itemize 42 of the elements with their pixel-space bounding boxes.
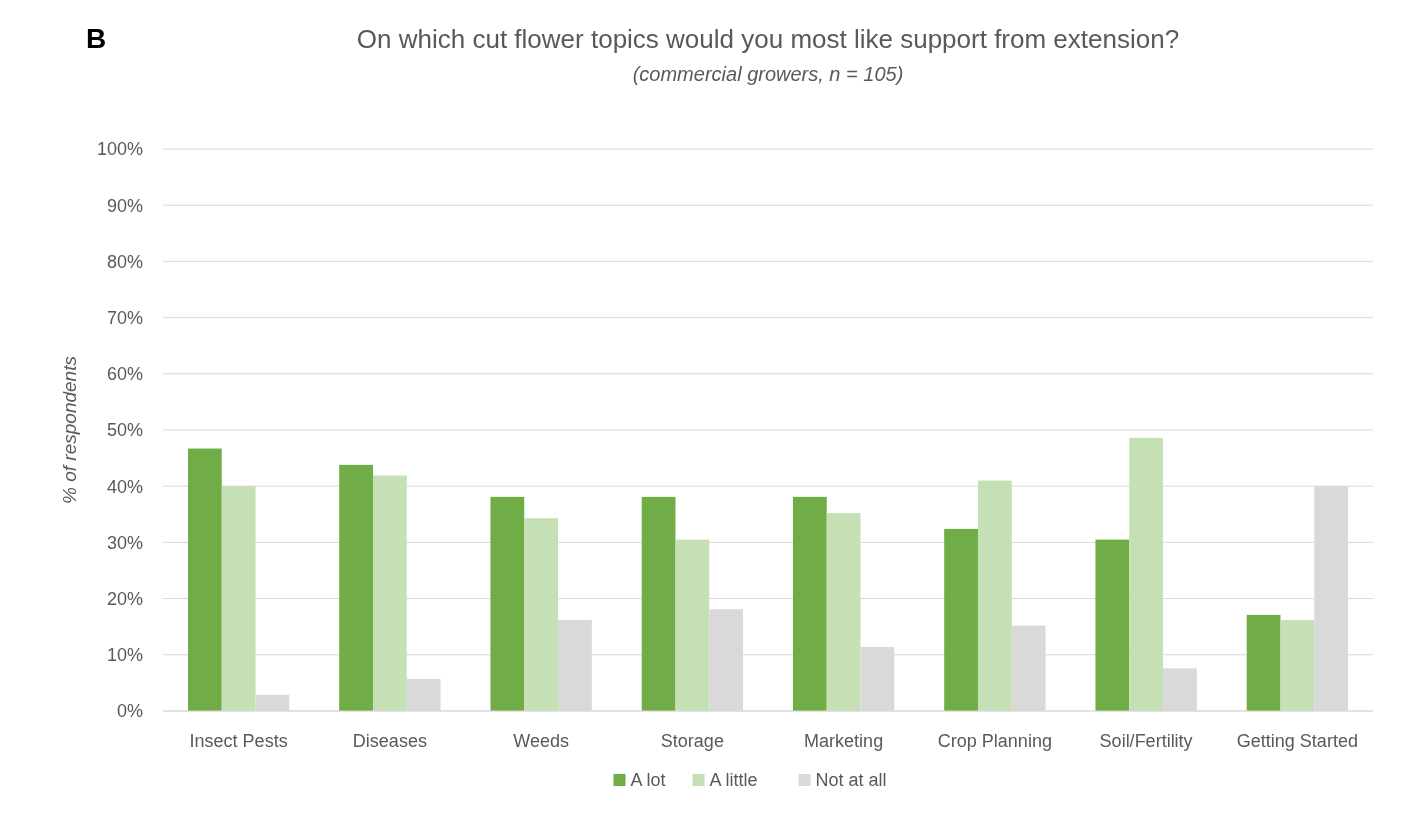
x-tick-label: Soil/Fertility <box>1099 731 1193 751</box>
bar <box>490 496 525 711</box>
x-tick-label: Getting Started <box>1236 731 1358 751</box>
y-tick-label: 80% <box>106 251 143 272</box>
bar <box>339 464 373 711</box>
chart-subtitle: (commercial growers, n = 105) <box>632 63 904 85</box>
bar <box>826 513 861 711</box>
y-tick-label: 40% <box>106 476 143 497</box>
bar <box>1246 614 1281 711</box>
y-tick-label: 70% <box>106 307 143 328</box>
bar <box>187 448 222 711</box>
bar <box>792 496 827 711</box>
legend-label: Not at all <box>815 770 887 791</box>
x-tick-label: Insect Pests <box>189 731 288 751</box>
chart-title: On which cut flower topics would you most like support from extension? <box>356 24 1180 54</box>
y-tick-label: 0% <box>116 701 143 722</box>
y-axis-title: % of respondents <box>59 355 80 504</box>
y-tick-label: 20% <box>106 588 143 609</box>
bar <box>1280 619 1315 711</box>
x-tick-label: Weeds <box>513 731 569 751</box>
y-tick-label: 100% <box>96 139 143 160</box>
bar <box>524 518 559 711</box>
x-tick-label: Diseases <box>352 731 427 751</box>
y-tick-label: 30% <box>106 532 143 553</box>
bar <box>675 539 710 711</box>
x-tick-label: Storage <box>660 731 724 751</box>
bar <box>1129 437 1164 711</box>
x-tick-label: Crop Planning <box>937 731 1052 751</box>
y-tick-label: 90% <box>106 195 143 216</box>
legend-label: A lot <box>630 770 666 791</box>
y-tick-label: 10% <box>106 645 143 666</box>
bar <box>944 528 978 711</box>
bar <box>372 475 407 711</box>
bar <box>641 496 676 711</box>
x-tick-label: Marketing <box>804 731 884 751</box>
bar <box>1095 539 1130 711</box>
bar <box>977 480 1012 711</box>
y-tick-label: 50% <box>106 420 143 441</box>
bar <box>221 486 256 711</box>
y-tick-label: 60% <box>106 364 143 385</box>
text: B <box>86 23 107 54</box>
legend-label: A little <box>709 770 758 791</box>
